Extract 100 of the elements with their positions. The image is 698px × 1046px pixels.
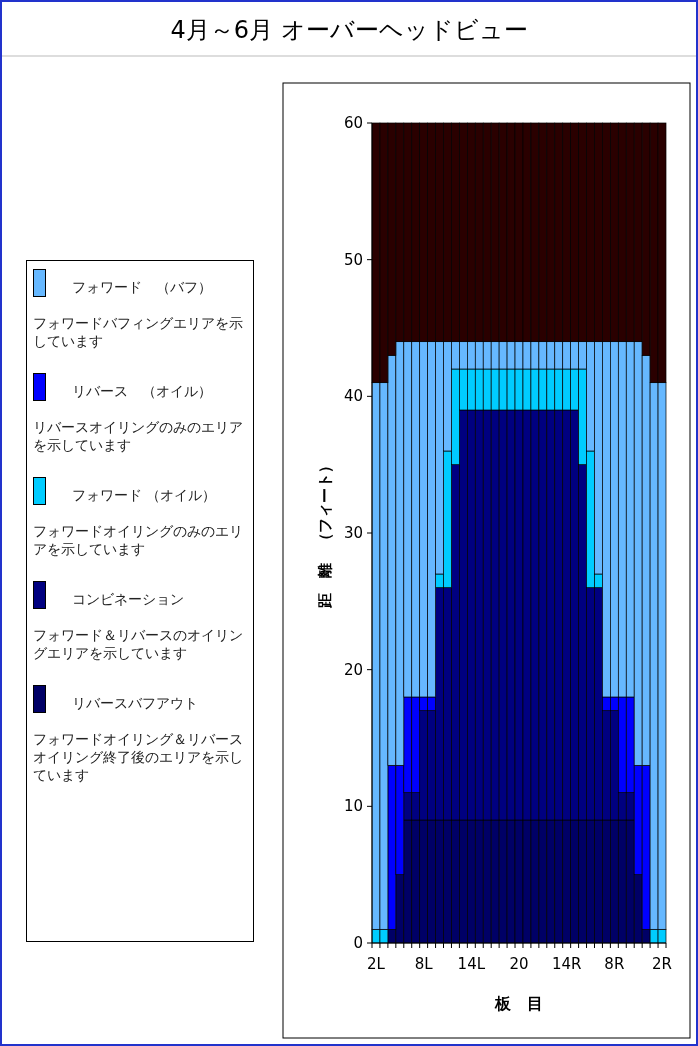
text: フォワード＆リバースのオイリングエリアを示しています [33, 627, 244, 663]
y-tick-label: 50 [343, 250, 363, 269]
bar [578, 122, 587, 343]
bar [562, 409, 571, 821]
bar [387, 122, 397, 356]
bar [530, 341, 540, 370]
bar [387, 354, 397, 766]
bar [538, 409, 548, 821]
bar [379, 382, 389, 930]
x-tick-label: 8L [414, 955, 434, 973]
bar [602, 341, 611, 698]
bar [522, 122, 532, 343]
bar [633, 122, 643, 343]
bar [538, 341, 548, 370]
bar [419, 122, 428, 343]
bar [474, 368, 484, 411]
legend-label: リバース （オイル） [72, 383, 212, 401]
bar [633, 764, 643, 876]
bar [546, 122, 556, 343]
bar [474, 122, 484, 343]
bar [459, 122, 468, 343]
bar [578, 464, 587, 821]
bar [379, 122, 389, 384]
bar [570, 341, 579, 370]
bar [657, 382, 667, 930]
bar [395, 764, 405, 876]
x-tick-label: 14L [457, 955, 486, 973]
bar [427, 710, 436, 821]
bar [633, 341, 643, 766]
bar [459, 341, 468, 370]
bar [586, 450, 595, 589]
bar [411, 341, 421, 698]
bar [435, 122, 444, 343]
bar [522, 409, 532, 821]
x-axis-title: 板 目 [494, 994, 543, 1013]
bar [514, 341, 524, 370]
bar [625, 122, 635, 343]
bar [546, 368, 556, 411]
bar [649, 382, 659, 930]
bar [451, 122, 460, 343]
chart-title: 4月～6月 オーバーヘッドビュー [170, 16, 528, 44]
bar [562, 122, 571, 343]
bar [427, 696, 436, 712]
bar [554, 341, 564, 370]
bar [538, 368, 548, 411]
bar [403, 341, 413, 698]
bar [610, 122, 619, 343]
bar [594, 122, 603, 343]
bar [570, 122, 579, 343]
x-tick-label: 2R [652, 955, 673, 973]
bar [467, 122, 476, 343]
y-tick-label: 20 [343, 660, 363, 679]
bar [411, 792, 421, 821]
y-tick-label: 40 [343, 387, 363, 406]
bar [411, 122, 421, 343]
bar [586, 341, 595, 452]
legend-label: リバースバフアウト [72, 695, 198, 713]
bar [530, 122, 540, 343]
bar [546, 409, 556, 821]
bar [578, 341, 587, 370]
bar [482, 122, 492, 343]
bar [467, 341, 476, 370]
y-tick-label: 0 [353, 934, 363, 952]
bar [498, 122, 508, 343]
legend-label: フォワード （オイル） [72, 487, 217, 505]
bar [546, 341, 556, 370]
text: フォワードバフィングエリアを示しています [33, 315, 244, 351]
legend-label: フォワード （バフ） [72, 279, 212, 297]
x-tick-label: 14R [551, 955, 582, 973]
bar [498, 368, 508, 411]
y-axis-title: 距 離 （フィート） [316, 458, 334, 609]
bar [506, 122, 516, 343]
y-tick-label: 60 [343, 114, 363, 132]
bar [514, 122, 524, 343]
bar [594, 587, 603, 821]
bar [482, 341, 492, 370]
bar [474, 409, 484, 821]
bar [506, 368, 516, 411]
bar [411, 696, 421, 794]
bar [514, 409, 524, 821]
bar [443, 587, 452, 821]
x-tick-label: 2L [367, 955, 386, 973]
y-tick-label: 10 [343, 797, 363, 816]
legend-label: コンビネーション [72, 591, 184, 609]
bar [594, 341, 603, 575]
bar [530, 409, 540, 821]
bar [602, 710, 611, 821]
x-tick-label: 20 [509, 955, 529, 973]
bar [570, 409, 579, 821]
bar [562, 368, 571, 411]
bar [586, 587, 595, 821]
bar [451, 341, 460, 370]
bar [554, 368, 564, 411]
bar [459, 409, 468, 821]
y-tick-label: 30 [343, 524, 363, 542]
text: フォワードオイリングのみのエリアを示しています [33, 523, 244, 559]
bar [395, 122, 405, 343]
bar [482, 368, 492, 411]
text: リバースオイリングのみのエリアを示しています [33, 419, 244, 455]
bar [530, 368, 540, 411]
